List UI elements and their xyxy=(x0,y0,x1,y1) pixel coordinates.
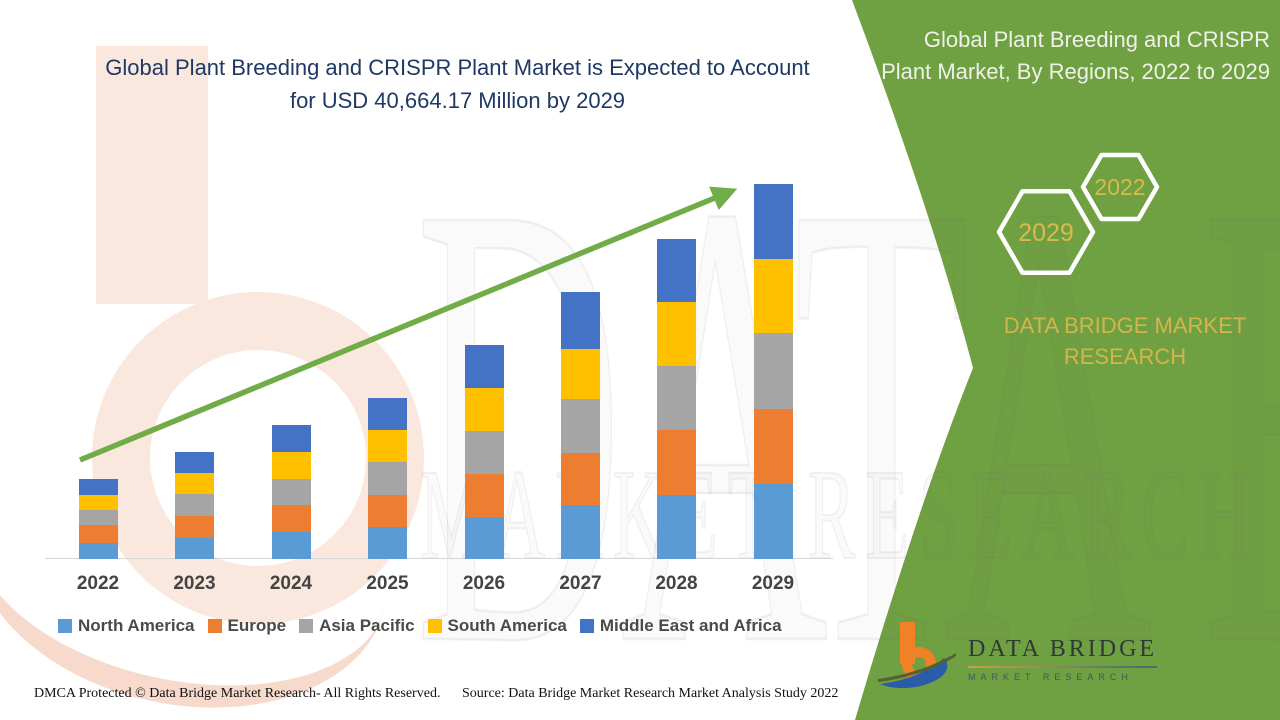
bar-segment-2023-middle-east-and-africa xyxy=(175,452,214,474)
bar-segment-2024-asia-pacific xyxy=(271,478,311,506)
bar-segment-2029-asia-pacific xyxy=(753,333,793,410)
bar-segment-2029-middle-east-and-africa xyxy=(753,184,793,260)
growth-trend-arrow xyxy=(78,186,738,463)
x-axis-label-2027: 2027 xyxy=(559,573,602,594)
bar-segment-2022-north-america xyxy=(78,542,118,559)
watermark-b-stem xyxy=(96,46,208,304)
logo-subtext: MARKET RESEARCH xyxy=(968,672,1133,682)
brand-line2: RESEARCH xyxy=(1063,344,1187,369)
bar-segment-2029-north-america xyxy=(753,484,793,559)
legend-item-middle-east-and-africa: Middle East and Africa xyxy=(579,616,782,636)
bar-segment-2023-europe xyxy=(175,516,214,538)
legend-swatch-south-america xyxy=(427,619,442,633)
bar-segment-2026-asia-pacific xyxy=(464,430,504,474)
legend-label-middle-east-and-africa: Middle East and Africa xyxy=(599,616,782,635)
legend-label-europe: Europe xyxy=(227,616,287,635)
bar-segment-2024-north-america xyxy=(271,532,311,559)
x-axis-label-2029: 2029 xyxy=(751,573,795,594)
legend-label-asia-pacific: Asia Pacific xyxy=(319,616,415,635)
chart-title-line2: for USD 40,664.17 Million by 2029 xyxy=(289,88,626,113)
bar-segment-2023-north-america xyxy=(175,537,214,559)
legend-item-north-america: North America xyxy=(58,616,195,636)
side-panel-title: Global Plant Breeding and CRISPR Plant M… xyxy=(881,27,1270,84)
bar-segment-2023-south-america xyxy=(175,473,214,495)
x-axis-label-2028: 2028 xyxy=(655,573,698,594)
x-axis-label-2025: 2025 xyxy=(366,573,409,594)
bar-segment-2027-north-america xyxy=(561,505,600,559)
chart-title-line1: Global Plant Breeding and CRISPR Plant M… xyxy=(105,55,810,80)
legend-swatch-north-america xyxy=(58,619,72,633)
bar-segment-2027-middle-east-and-africa xyxy=(561,291,600,350)
bar-segment-2029-south-america xyxy=(753,259,793,334)
x-axis-line xyxy=(45,558,833,559)
legend-item-south-america: South America xyxy=(427,616,567,636)
legend-label-north-america: North America xyxy=(78,616,195,635)
bar-segment-2022-europe xyxy=(78,524,118,543)
bar-segment-2028-south-america xyxy=(657,301,696,366)
bar-segment-2024-middle-east-and-africa xyxy=(271,425,311,452)
bar-segment-2025-middle-east-and-africa xyxy=(368,398,407,431)
legend-swatch-asia-pacific xyxy=(299,619,314,633)
logo-rule xyxy=(968,666,1158,668)
bar-segment-2023-asia-pacific xyxy=(175,494,214,517)
bar-segment-2025-asia-pacific xyxy=(368,462,407,495)
x-axis-label-2022: 2022 xyxy=(76,573,120,594)
source-note: Source: Data Bridge Market Research Mark… xyxy=(462,686,839,701)
databridge-logo-icon xyxy=(878,622,956,689)
bar-segment-2022-middle-east-and-africa xyxy=(78,479,118,495)
chart-title: Global Plant Breeding and CRISPR Plant M… xyxy=(60,51,855,117)
bar-segment-2027-south-america xyxy=(561,349,600,399)
logo-name: DATA BRIDGE xyxy=(968,636,1158,662)
x-axis-label-2023: 2023 xyxy=(173,573,216,594)
databridge-logo-text: DATA BRIDGE MARKET RESEARCH xyxy=(968,620,1158,682)
bar-segment-2028-asia-pacific xyxy=(657,365,696,430)
side-panel-brand: DATA BRIDGE MARKET RESEARCH xyxy=(975,310,1275,372)
chart-legend: North America Europe Asia Pacific South Ame… xyxy=(58,616,782,636)
bar-segment-2028-north-america xyxy=(657,495,696,559)
legend-item-asia-pacific: Asia Pacific xyxy=(299,616,415,636)
legend-swatch-europe xyxy=(207,619,222,633)
x-axis-label-2026: 2026 xyxy=(462,573,506,594)
bar-segment-2024-south-america xyxy=(271,451,311,479)
databridge-logo: DATA BRIDGE MARKET RESEARCH xyxy=(878,620,1158,696)
bar-segment-2028-europe xyxy=(657,429,696,495)
bar-segment-2026-middle-east-and-africa xyxy=(464,344,504,389)
bar-segment-2026-north-america xyxy=(464,516,504,559)
bar-segment-2022-asia-pacific xyxy=(78,509,118,525)
brand-line1: DATA BRIDGE MARKET xyxy=(1003,313,1247,338)
bar-segment-2027-asia-pacific xyxy=(561,399,600,454)
bar-segment-2025-europe xyxy=(368,494,407,527)
bar-segment-2025-north-america xyxy=(368,526,407,559)
bar-segment-2026-europe xyxy=(464,473,504,517)
bar-segment-2029-europe xyxy=(753,409,793,485)
bar-segment-2027-europe xyxy=(561,453,600,506)
bar-segment-2024-europe xyxy=(271,505,311,533)
bar-segment-2028-middle-east-and-africa xyxy=(657,239,696,302)
legend-item-europe: Europe xyxy=(207,616,287,636)
x-axis-label-2024: 2024 xyxy=(269,573,313,594)
bar-segment-2022-south-america xyxy=(78,494,118,510)
dmca-notice: DMCA Protected © Data Bridge Market Rese… xyxy=(34,686,441,701)
legend-swatch-middle-east-and-africa xyxy=(579,619,594,633)
legend-label-south-america: South America xyxy=(447,616,567,635)
bar-segment-2026-south-america xyxy=(464,388,504,431)
bar-segment-2025-south-america xyxy=(368,430,407,463)
